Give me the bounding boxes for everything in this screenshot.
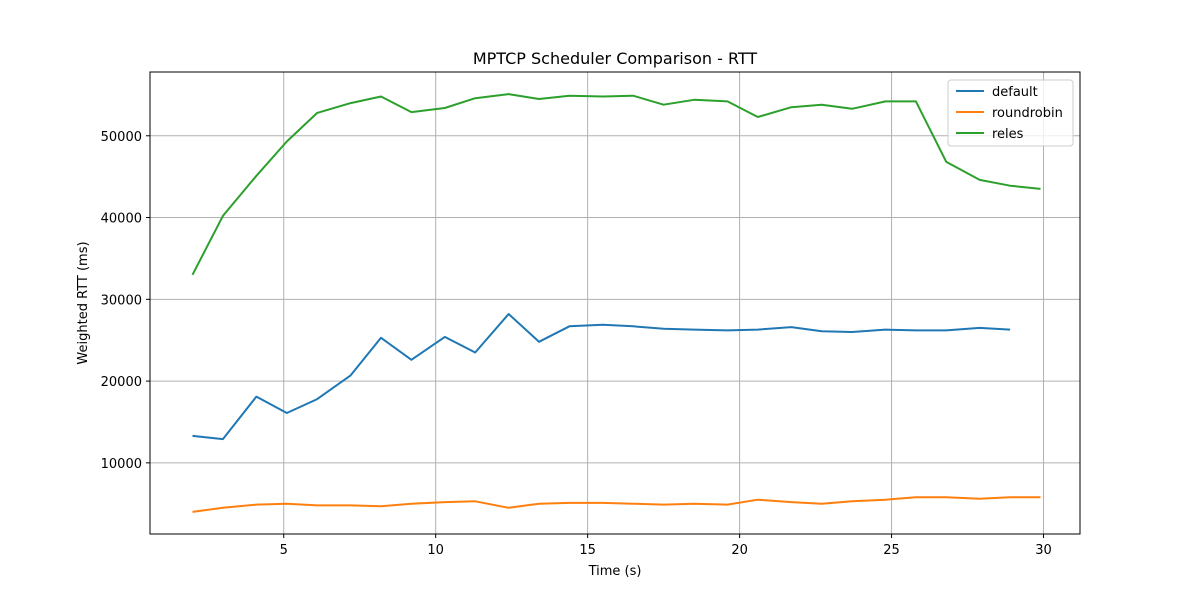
series-line-roundrobin [192, 496, 1041, 513]
legend-label-reles: reles [992, 127, 1024, 142]
x-tick-label: 20 [731, 543, 748, 558]
x-axis-title: Time (s) [588, 564, 642, 579]
legend-label-default: default [992, 85, 1038, 100]
series-lines [191, 93, 1041, 513]
x-tick-label: 15 [579, 543, 596, 558]
series-line-reles [191, 93, 1041, 276]
y-tick-label: 50000 [101, 130, 142, 145]
x-tick-label: 30 [1035, 543, 1052, 558]
y-axis-title: Weighted RTT (ms) [76, 241, 91, 364]
y-tick-label: 20000 [101, 375, 142, 390]
axis-ticks: 5 10 15 20 25 30 10000 20000 30000 40000 50000 [101, 130, 1052, 558]
series-line-default [192, 313, 1011, 441]
y-tick-label: 10000 [101, 457, 142, 472]
y-tick-label: 40000 [101, 212, 142, 227]
x-tick-label: 5 [280, 543, 288, 558]
x-tick-label: 10 [427, 543, 444, 558]
grid [150, 72, 1080, 534]
legend-label-roundrobin: roundrobin [992, 106, 1063, 121]
chart-title: MPTCP Scheduler Comparison - RTT [473, 49, 758, 68]
x-tick-label: 25 [883, 543, 900, 558]
legend: default roundrobin reles [947, 79, 1074, 147]
legend-box [947, 79, 1074, 147]
plot-frame [149, 71, 1081, 535]
y-tick-label: 30000 [101, 293, 142, 308]
